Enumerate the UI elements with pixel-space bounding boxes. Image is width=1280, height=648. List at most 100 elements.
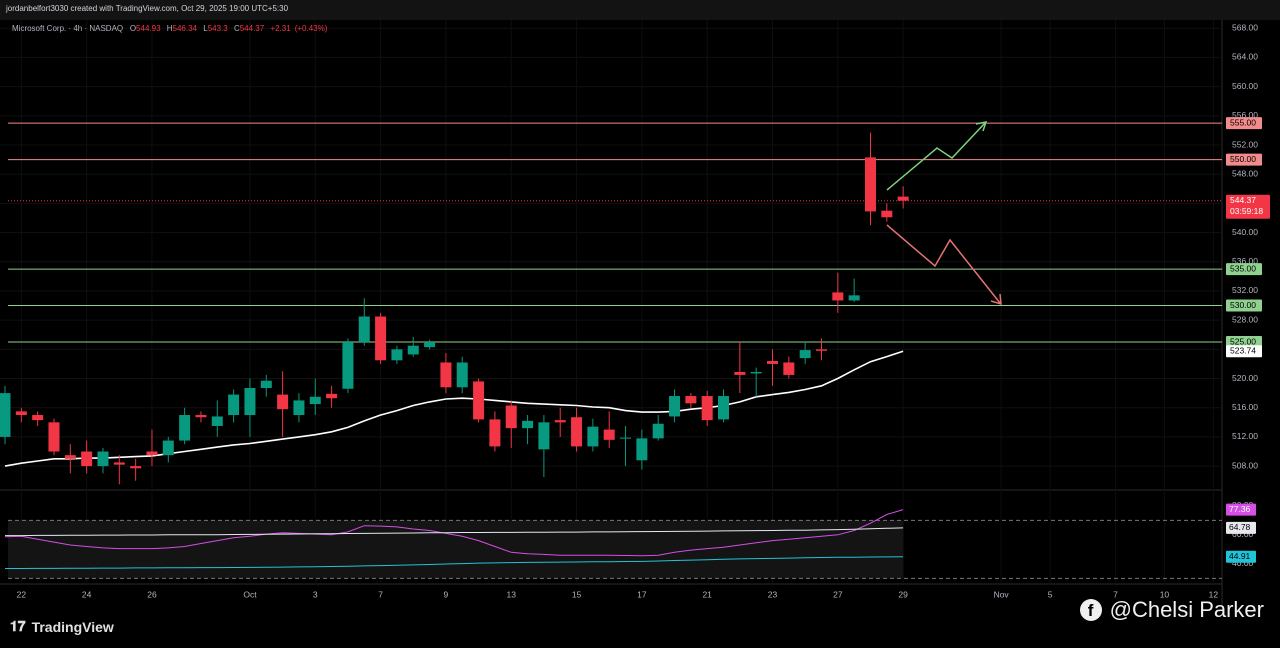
indicator-value-box [1226, 503, 1256, 516]
x-tick-label: 7 [1113, 589, 1118, 599]
candle-body [260, 380, 272, 389]
candle-body [620, 437, 632, 439]
candle-body [64, 455, 76, 459]
y-tick-label: 520.00 [1232, 373, 1258, 383]
change-pct: (+0.43%) [294, 24, 328, 33]
indicator-tick-label: 60.00 [1232, 529, 1254, 539]
ohlc-value: 544.37 [239, 24, 265, 33]
y-tick-label: 564.00 [1232, 52, 1258, 62]
level-label-box [1226, 299, 1262, 312]
indicator-value-label: 44.91 [1229, 551, 1251, 561]
candle-body [767, 361, 779, 364]
x-tick-label: Oct [243, 589, 257, 599]
level-label: 555.00 [1230, 117, 1256, 127]
ma-value-box [1226, 345, 1262, 358]
level-label: 535.00 [1230, 263, 1256, 273]
y-tick-label: 512.00 [1232, 431, 1258, 441]
brand: 𝟏𝟕 TradingView [10, 618, 114, 635]
candle-body [195, 415, 207, 418]
ma-line [4, 350, 904, 467]
watermark: f @Chelsi Parker [1079, 597, 1264, 623]
candle-body [538, 422, 550, 450]
x-tick-label: 12 [1209, 589, 1219, 599]
candle-body [15, 411, 27, 416]
candle-body [456, 362, 468, 388]
symbol: Microsoft Corp. · 4h · NASDAQ [12, 24, 124, 33]
candle-body [832, 292, 844, 301]
countdown-label: 03:59:18 [1230, 206, 1263, 216]
marks: 508.00512.00516.00520.00524.00528.00532.… [0, 20, 1270, 599]
x-tick-label: 10 [1160, 589, 1170, 599]
candle-body [211, 416, 223, 426]
candle-body [309, 396, 321, 405]
candle-body [718, 396, 730, 420]
candle-body [277, 394, 289, 410]
candle-body [669, 396, 681, 417]
level-label: 530.00 [1230, 300, 1256, 310]
level-label: 525.00 [1230, 336, 1256, 346]
indicator-tick-label: 40.00 [1232, 558, 1254, 568]
y-tick-label: 508.00 [1232, 460, 1258, 470]
x-tick-label: 3 [313, 589, 318, 599]
x-tick-label: 26 [147, 589, 157, 599]
x-tick-label: 24 [82, 589, 92, 599]
x-tick-label: 5 [1048, 589, 1053, 599]
ohlc-key: L [203, 24, 208, 33]
change: +2.31 [270, 24, 291, 33]
candle-body [734, 371, 746, 375]
indicator-band [8, 520, 904, 579]
y-tick-label: 536.00 [1232, 256, 1258, 266]
bull-arrow-head [975, 121, 988, 132]
bear-arrow [886, 224, 1001, 304]
y-tick-label: 556.00 [1232, 110, 1258, 120]
candle-body [375, 316, 387, 361]
ohlc-value: 543.3 [207, 24, 228, 33]
candle-body [603, 429, 615, 440]
candle-body [391, 349, 403, 361]
candle-body [0, 393, 11, 437]
candle-body [489, 419, 501, 447]
indicator-line [5, 556, 904, 569]
candle-body [130, 466, 142, 469]
x-tick-label: 13 [506, 589, 516, 599]
candle-body [652, 423, 664, 439]
level-label: 550.00 [1230, 154, 1256, 164]
candle-body [522, 420, 534, 429]
candle-body [636, 438, 648, 461]
x-tick-label: 21 [702, 589, 712, 599]
x-tick-label: 9 [444, 589, 449, 599]
candle-body [407, 345, 419, 355]
candle-body [146, 451, 158, 456]
header-credit: jordanbelfort3030 created with TradingVi… [6, 4, 289, 13]
candle-body [685, 396, 697, 404]
candle-body [701, 396, 713, 421]
y-tick-label: 568.00 [1232, 22, 1258, 32]
bull-arrow [886, 122, 986, 191]
candle-body [897, 196, 909, 201]
candle-body [244, 388, 256, 416]
bear-arrow-head [990, 293, 1002, 306]
ohlc-value: 546.34 [172, 24, 197, 33]
header-bar [0, 0, 1280, 20]
candle-body [293, 400, 305, 416]
y-tick-label: 552.00 [1232, 139, 1258, 149]
legend: Microsoft Corp. · 4h · NASDAQ O544.93 H5… [12, 24, 331, 33]
y-tick-label: 528.00 [1232, 314, 1258, 324]
x-tick-label: Nov [994, 589, 1010, 599]
indicator-value-label: 64.78 [1229, 522, 1251, 532]
candle-body [81, 451, 93, 467]
candle-body [554, 420, 566, 423]
brand-logo: 𝟏𝟕 [10, 618, 26, 634]
candle-body [342, 342, 354, 389]
y-tick-label: 540.00 [1232, 227, 1258, 237]
indicator-line [5, 527, 904, 537]
x-tick-label: 27 [833, 589, 843, 599]
indicator-line [4, 509, 904, 557]
x-tick-label: 23 [768, 589, 778, 599]
indicator-value-box [1226, 550, 1256, 563]
candle-body [799, 350, 811, 359]
y-tick-label: 548.00 [1232, 168, 1258, 178]
candle-body [424, 342, 436, 348]
candle-body [816, 349, 827, 351]
